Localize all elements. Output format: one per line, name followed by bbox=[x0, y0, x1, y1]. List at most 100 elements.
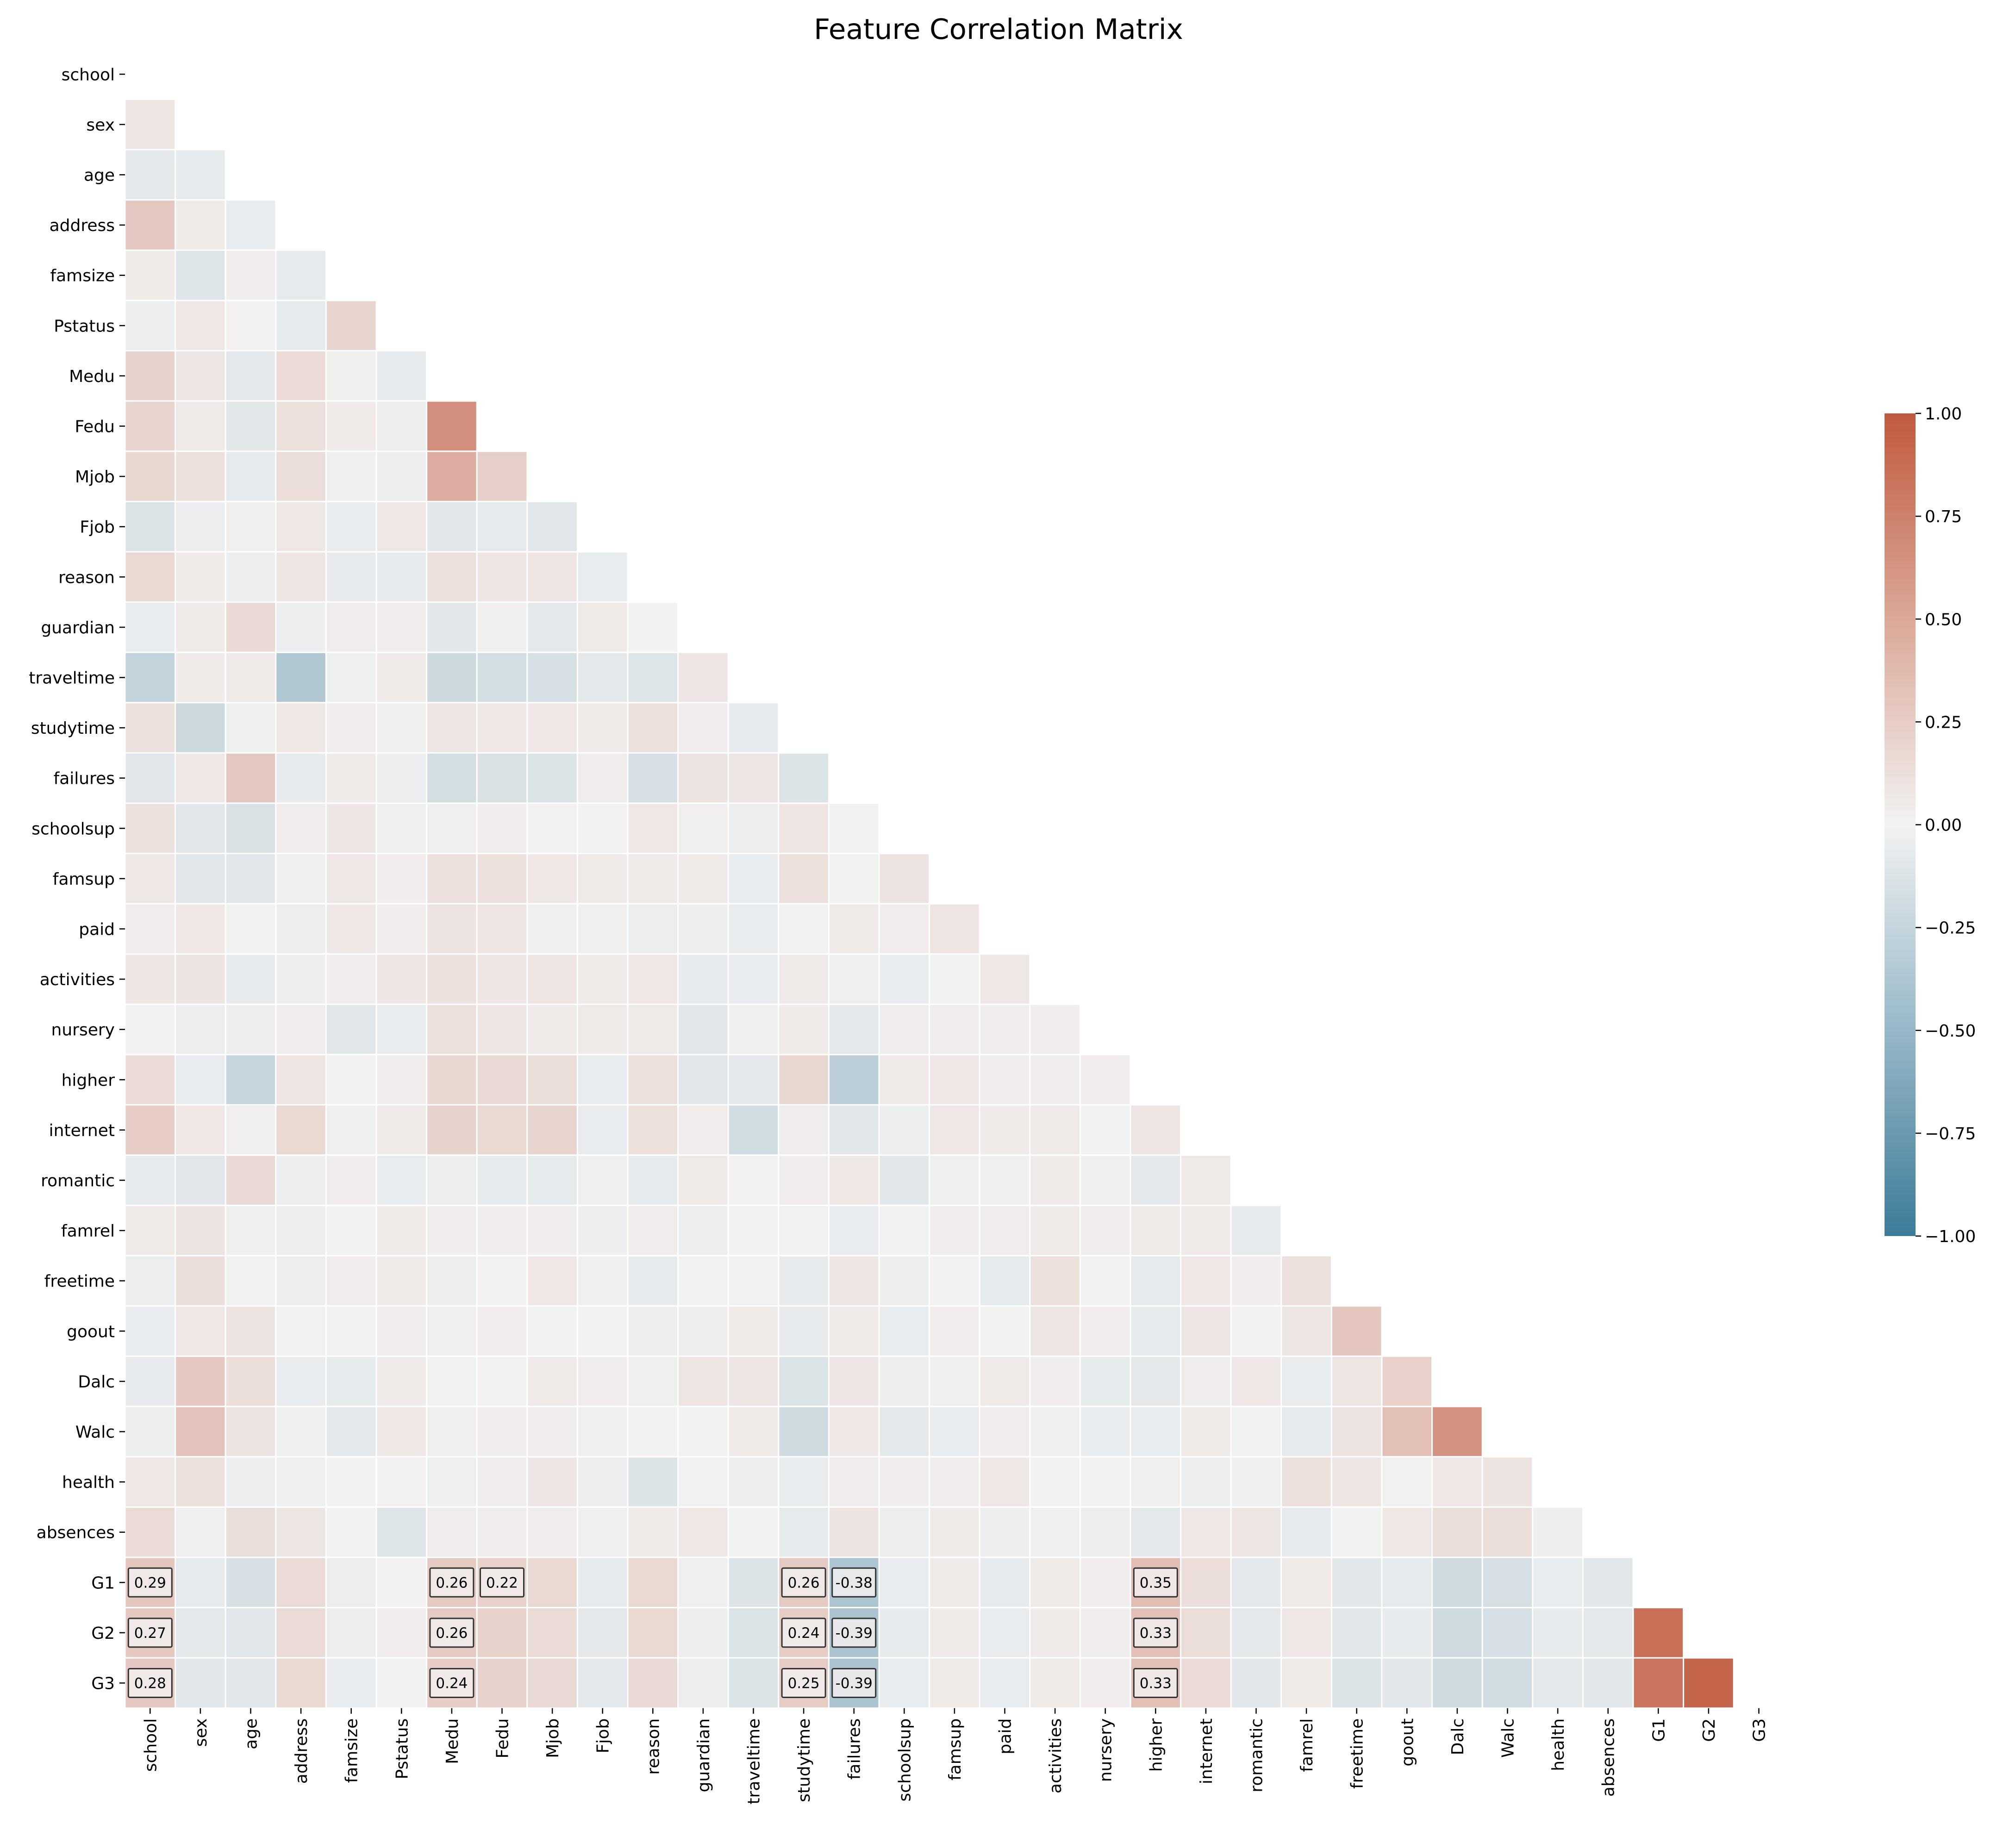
heatmap-cell-Fjob-Pstatus bbox=[375, 500, 428, 553]
heatmap-cell-failures-Medu bbox=[426, 752, 478, 804]
annotation-box bbox=[781, 1618, 826, 1648]
heatmap-cell-Medu-age bbox=[225, 350, 277, 402]
heatmap-cell-G3-Walc bbox=[1481, 1657, 1534, 1709]
heatmap-cell-nursery-studytime bbox=[778, 1003, 830, 1056]
heatmap-cell-goout-Medu bbox=[426, 1305, 478, 1357]
heatmap-cell-G1-address bbox=[275, 1556, 327, 1609]
annotation-box bbox=[127, 1668, 173, 1698]
heatmap-cell-activities-traveltime bbox=[727, 953, 780, 1005]
annotation-box bbox=[429, 1618, 474, 1648]
heatmap-cell-Mjob-Fedu bbox=[476, 450, 528, 502]
heatmap-cell-G1-Walc bbox=[1481, 1556, 1534, 1609]
heatmap-cell-higher-paid bbox=[979, 1054, 1031, 1106]
heatmap-cell-activities-studytime bbox=[778, 953, 830, 1005]
heatmap-cell-goout-age bbox=[225, 1305, 277, 1357]
heatmap-cell-freetime-traveltime bbox=[727, 1255, 780, 1307]
heatmap-cell-romantic-traveltime bbox=[727, 1154, 780, 1206]
heatmap-cell-nursery-famsize bbox=[325, 1003, 377, 1056]
heatmap-cell-health-Fedu bbox=[476, 1456, 528, 1508]
heatmap-cell-famsup-Pstatus bbox=[375, 853, 428, 905]
heatmap-cell-famsup-Medu bbox=[426, 853, 478, 905]
heatmap-cell-famsup-age bbox=[225, 853, 277, 905]
heatmap-cell-famrel-Fjob bbox=[576, 1205, 629, 1256]
heatmap-cell-schoolsup-Medu bbox=[426, 802, 478, 855]
heatmap-cell-studytime-school bbox=[124, 702, 176, 754]
heatmap-cell-traveltime-Medu bbox=[426, 651, 478, 704]
heatmap-cell-studytime-sex bbox=[175, 702, 226, 754]
y-tick-label: age bbox=[84, 166, 115, 185]
heatmap-cell-G1-nursery bbox=[1079, 1556, 1131, 1609]
annotation-label: 0.26 bbox=[436, 1625, 468, 1642]
heatmap-cell-internet-studytime bbox=[778, 1104, 830, 1156]
heatmap-cell-Dalc-failures bbox=[828, 1355, 880, 1407]
heatmap-cell-nursery-guardian bbox=[677, 1003, 729, 1056]
heatmap-cell-absences-famsup bbox=[929, 1506, 980, 1558]
heatmap-cell-failures-sex bbox=[175, 752, 226, 804]
heatmap-cell-guardian-Mjob bbox=[526, 601, 578, 653]
heatmap-cell-famsup-failures bbox=[828, 853, 880, 905]
heatmap-cell-nursery-school bbox=[124, 1003, 176, 1056]
heatmap-cell-schoolsup-studytime bbox=[778, 802, 830, 855]
heatmap-cell-absences-activities bbox=[1029, 1506, 1081, 1558]
heatmap-cell-paid-failures bbox=[828, 903, 880, 955]
heatmap-cell-goout-school bbox=[124, 1305, 176, 1357]
heatmap-cell-Pstatus-sex bbox=[175, 300, 226, 352]
heatmap-cell-higher-famsize bbox=[325, 1054, 377, 1106]
heatmap-cell-failures-address bbox=[275, 752, 327, 804]
heatmap-cell-Walc-nursery bbox=[1079, 1405, 1131, 1458]
heatmap-cell-freetime-romantic bbox=[1230, 1255, 1282, 1307]
heatmap-cell-G1-famsup bbox=[929, 1556, 980, 1609]
x-tick-label: failures bbox=[845, 1718, 864, 1780]
heatmap-cell-goout-schoolsup bbox=[878, 1305, 930, 1357]
heatmap-cell-G3-address bbox=[275, 1657, 327, 1709]
heatmap-cell-activities-address bbox=[275, 953, 327, 1005]
annotation-box bbox=[831, 1567, 877, 1598]
annotation-label: 0.26 bbox=[436, 1574, 468, 1591]
heatmap-cell-traveltime-guardian bbox=[677, 651, 729, 704]
heatmap-cell-guardian-address bbox=[275, 601, 327, 653]
colorbar: 1.00 0.75 0.50 0.25 0.00 −0.25 −0.50 −0.75 −1.00 bbox=[1885, 405, 1976, 1246]
heatmap-cell-health-famsup bbox=[929, 1456, 980, 1508]
heatmap-cell-health-higher bbox=[1130, 1456, 1182, 1508]
heatmap-cell-famrel-address bbox=[275, 1205, 327, 1256]
y-tick-label: Fedu bbox=[75, 418, 115, 437]
heatmap-cell-freetime-nursery bbox=[1079, 1255, 1131, 1307]
heatmap-cell-romantic-internet bbox=[1180, 1154, 1232, 1206]
heatmap-cell-Dalc-schoolsup bbox=[878, 1355, 930, 1407]
heatmap-cell-failures-age bbox=[225, 752, 277, 804]
y-tick-label: traveltime bbox=[29, 669, 115, 688]
heatmap-cell-age-sex bbox=[175, 149, 226, 201]
heatmap-cell-Fjob-Mjob bbox=[526, 500, 578, 553]
heatmap-cell-Fedu-sex bbox=[175, 400, 226, 452]
heatmap-cell-nursery-Mjob bbox=[526, 1003, 578, 1056]
heatmap-cell-schoolsup-Pstatus bbox=[375, 802, 428, 855]
heatmap-cell-Pstatus-age bbox=[225, 300, 277, 352]
heatmap-cell-Walc-guardian bbox=[677, 1405, 729, 1458]
y-tick-label: G2 bbox=[91, 1624, 115, 1643]
heatmap-cell-higher-traveltime bbox=[727, 1054, 780, 1106]
heatmap-cell-Dalc-Medu bbox=[426, 1355, 478, 1407]
heatmap-cell-goout-activities bbox=[1029, 1305, 1081, 1357]
colorbar-tick-label: 0.75 bbox=[1925, 507, 1962, 526]
heatmap-cell-goout-Mjob bbox=[526, 1305, 578, 1357]
heatmap-cell-higher-Fjob bbox=[576, 1054, 629, 1106]
heatmap-cell-famrel-reason bbox=[627, 1205, 679, 1256]
heatmap-cell-G2-Pstatus bbox=[375, 1607, 428, 1659]
heatmap-cell-paid-famsize bbox=[325, 903, 377, 955]
heatmap-cell-goout-paid bbox=[979, 1305, 1031, 1357]
heatmap-cell-paid-Fjob bbox=[576, 903, 629, 955]
heatmap-cell-activities-schoolsup bbox=[878, 953, 930, 1005]
x-tick-label: paid bbox=[996, 1718, 1015, 1755]
heatmap-cell-freetime-Fjob bbox=[576, 1255, 629, 1307]
y-axis: school sex age address famsize Pstatus Medu Fed… bbox=[29, 65, 125, 1693]
heatmap-cell-schoolsup-traveltime bbox=[727, 802, 780, 855]
heatmap-cell-studytime-traveltime bbox=[727, 702, 780, 754]
heatmap-cell-paid-guardian bbox=[677, 903, 729, 955]
heatmap-cell-Dalc-guardian bbox=[677, 1355, 729, 1407]
heatmap-cell-G3-famsup bbox=[929, 1657, 980, 1709]
y-tick-label: paid bbox=[79, 920, 115, 939]
heatmap-cell-romantic-schoolsup bbox=[878, 1154, 930, 1206]
heatmap-cell-famrel-traveltime bbox=[727, 1205, 780, 1256]
heatmap-cell-goout-failures bbox=[828, 1305, 880, 1357]
